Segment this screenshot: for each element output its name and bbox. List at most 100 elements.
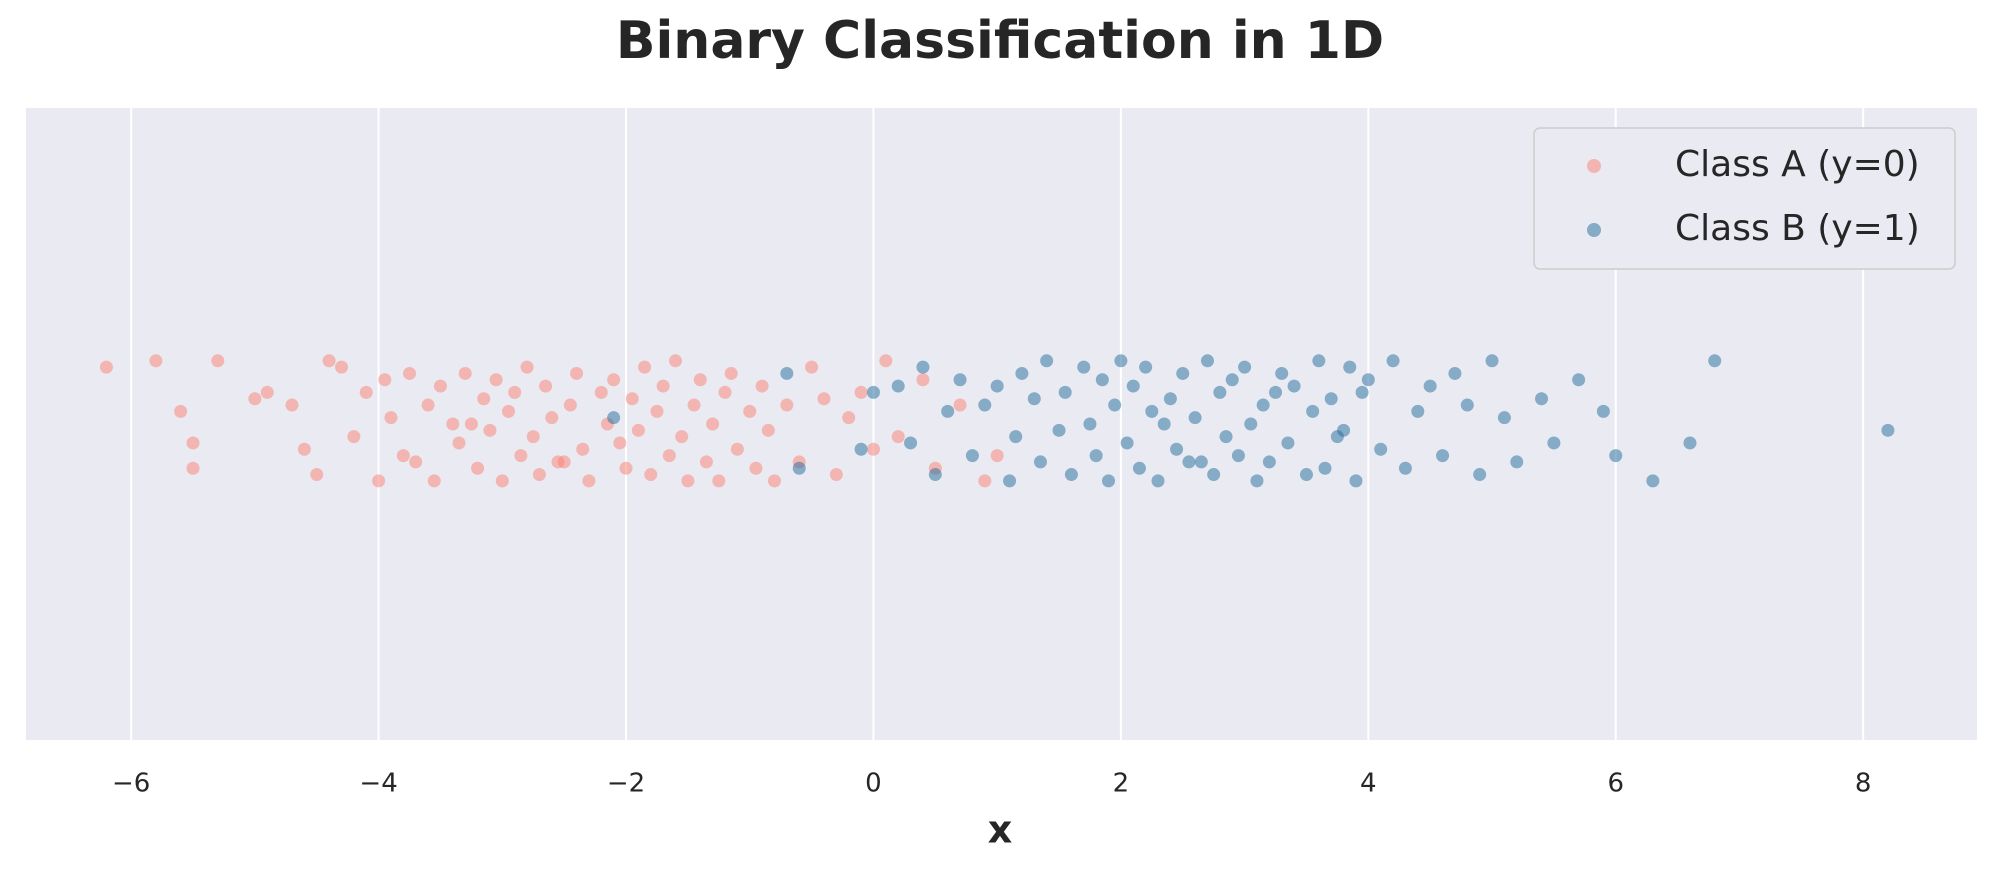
point [248, 392, 262, 406]
point [396, 449, 410, 463]
point [297, 442, 311, 456]
point [631, 423, 645, 437]
point [1448, 366, 1462, 380]
point [1646, 474, 1660, 488]
point [1114, 354, 1128, 368]
point [817, 392, 831, 406]
point [1170, 442, 1184, 456]
point [1083, 417, 1097, 431]
point [978, 398, 992, 412]
point [1355, 385, 1369, 399]
point [805, 360, 819, 374]
point [149, 354, 163, 368]
point [1547, 436, 1561, 450]
point [1473, 468, 1487, 482]
point [854, 442, 868, 456]
point [1535, 392, 1549, 406]
point [1275, 366, 1289, 380]
legend-marker [1587, 159, 1601, 173]
point [916, 360, 930, 374]
point [767, 474, 781, 488]
point [1238, 360, 1252, 374]
point [1398, 461, 1412, 475]
point [978, 474, 992, 488]
point [842, 411, 856, 425]
point [644, 468, 658, 482]
point [625, 392, 639, 406]
point [458, 366, 472, 380]
point [829, 468, 843, 482]
point [755, 379, 769, 393]
point [662, 449, 676, 463]
point [1077, 360, 1091, 374]
point [761, 423, 775, 437]
point [1609, 449, 1623, 463]
point [990, 449, 1004, 463]
x-tick-label: 6 [1607, 769, 1624, 799]
point [1256, 398, 1270, 412]
point [1281, 436, 1295, 450]
point [403, 366, 417, 380]
point [669, 354, 683, 368]
point [792, 461, 806, 475]
point [477, 392, 491, 406]
point [1132, 461, 1146, 475]
point [1163, 392, 1177, 406]
point [916, 373, 930, 387]
point [1231, 449, 1245, 463]
point [1596, 404, 1610, 418]
point [186, 436, 200, 450]
point [1108, 398, 1122, 412]
legend-box [1533, 127, 1956, 270]
point [928, 468, 942, 482]
point [1423, 379, 1437, 393]
point [724, 366, 738, 380]
point [1306, 404, 1320, 418]
point [1330, 430, 1344, 444]
point [1349, 474, 1363, 488]
x-tick-label: −6 [112, 769, 150, 799]
point [322, 354, 336, 368]
point [378, 373, 392, 387]
point [1244, 417, 1258, 431]
point [607, 373, 621, 387]
point [1151, 474, 1165, 488]
point [471, 461, 485, 475]
point [594, 385, 608, 399]
x-tick-label: 2 [1113, 769, 1130, 799]
point [1262, 455, 1276, 469]
point [452, 436, 466, 450]
point [483, 423, 497, 437]
point [1033, 455, 1047, 469]
point [501, 404, 515, 418]
point [866, 442, 880, 456]
point [532, 468, 546, 482]
point [211, 354, 225, 368]
point [1194, 455, 1208, 469]
point [1683, 436, 1697, 450]
point [1009, 430, 1023, 444]
x-tick-label: 0 [865, 769, 882, 799]
point [508, 385, 522, 399]
point [706, 417, 720, 431]
point [1145, 404, 1159, 418]
point [1510, 455, 1524, 469]
point [1436, 449, 1450, 463]
point [780, 398, 794, 412]
point [1881, 423, 1895, 437]
point [576, 442, 590, 456]
point [174, 404, 188, 418]
point [1318, 461, 1332, 475]
point [675, 430, 689, 444]
point [545, 411, 559, 425]
point [1269, 385, 1283, 399]
point [489, 373, 503, 387]
point [1003, 474, 1017, 488]
point [372, 474, 386, 488]
point [749, 461, 763, 475]
point [1250, 474, 1264, 488]
point [1058, 385, 1072, 399]
point [1027, 392, 1041, 406]
